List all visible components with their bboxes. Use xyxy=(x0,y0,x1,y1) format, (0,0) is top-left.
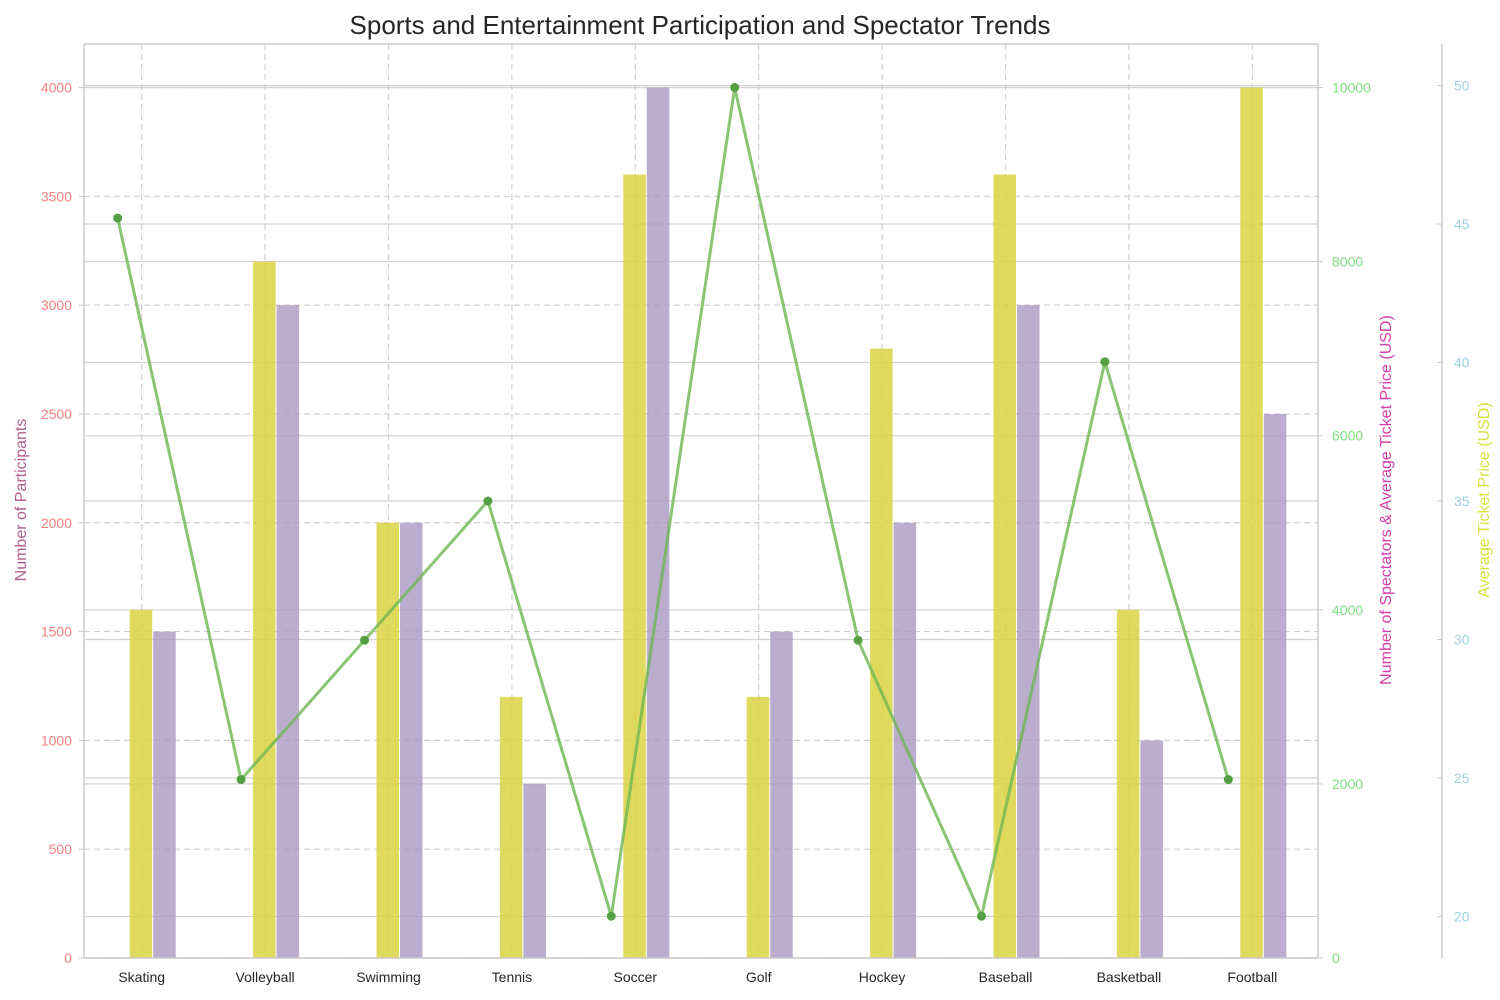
tick-label-right2: 30 xyxy=(1454,631,1470,647)
bar-series-2 xyxy=(523,783,546,958)
tick-label-right2: 50 xyxy=(1454,78,1470,94)
category-label: Skating xyxy=(118,969,165,985)
bar-series-1 xyxy=(1240,87,1263,959)
line-point xyxy=(360,635,369,645)
chart-title: Sports and Entertainment Participation a… xyxy=(350,10,1051,40)
tick-label-left: 3000 xyxy=(41,297,72,313)
bar-series-1 xyxy=(499,696,523,958)
bar-series-1 xyxy=(746,696,770,958)
axes-layer: 0 500 1000 1500 2000 2500 3000 3500 4000 0 2000 400… xyxy=(41,43,1470,985)
category-label: Tennis xyxy=(492,969,532,985)
tick-label-left: 1500 xyxy=(41,624,72,640)
category-label: Football xyxy=(1227,969,1277,985)
category-label: Hockey xyxy=(859,969,906,985)
bar-series-1 xyxy=(870,348,893,959)
category-label: Soccer xyxy=(614,969,658,985)
bar-series-1 xyxy=(993,174,1016,959)
tick-label-right1: 8000 xyxy=(1332,254,1363,270)
bar-series-1 xyxy=(376,522,399,958)
bar-series-1 xyxy=(623,174,646,959)
line-point xyxy=(606,911,616,921)
tick-label-left: 0 xyxy=(64,950,72,966)
tick-label-right1: 6000 xyxy=(1332,428,1363,444)
line-point xyxy=(730,83,740,93)
category-label: Swimming xyxy=(356,969,421,985)
tick-label-right2: 45 xyxy=(1454,216,1470,232)
category-label: Basketball xyxy=(1097,969,1162,985)
bar-series-1 xyxy=(1116,609,1140,958)
bar-series-2 xyxy=(1140,740,1163,958)
bar-series-2 xyxy=(1263,413,1287,958)
y-axis-label-right-spectators: Number of Spectators & Average Ticket Pr… xyxy=(1378,315,1395,685)
bar-series-1 xyxy=(253,261,276,959)
tick-label-right1: 2000 xyxy=(1332,776,1363,792)
tick-label-left: 3500 xyxy=(41,188,72,204)
tick-label-right2: 20 xyxy=(1454,908,1470,924)
category-label: Volleyball xyxy=(236,969,295,985)
bar-series-2 xyxy=(276,305,300,959)
category-label: Baseball xyxy=(979,969,1033,985)
bar-series-2 xyxy=(153,631,176,958)
tick-label-left: 500 xyxy=(49,841,73,857)
bar-series-2 xyxy=(893,522,917,958)
tick-label-left: 4000 xyxy=(41,80,72,96)
tick-label-right1: 10000 xyxy=(1332,80,1371,96)
line-point xyxy=(977,911,986,921)
tick-label-right2: 35 xyxy=(1454,493,1470,509)
bar-series-2 xyxy=(770,631,793,958)
line-point xyxy=(113,213,123,223)
bars-layer xyxy=(129,87,1287,959)
tick-label-left: 1000 xyxy=(41,732,72,748)
line-point xyxy=(853,635,863,645)
tick-label-left: 2500 xyxy=(41,406,72,422)
line-point xyxy=(483,496,493,506)
tick-label-right1: 4000 xyxy=(1332,602,1363,618)
tick-label-right2: 25 xyxy=(1454,770,1470,786)
tick-label-right1: 0 xyxy=(1332,950,1340,966)
line-point xyxy=(1223,775,1233,785)
line-point xyxy=(236,775,246,785)
y-axis-label-right-ticket-price: Average Ticket Price (USD) xyxy=(1476,402,1493,597)
category-label: Golf xyxy=(746,969,772,985)
bar-series-2 xyxy=(1017,305,1040,959)
line-series xyxy=(116,86,1230,918)
line-point xyxy=(1100,357,1110,367)
tick-label-right2: 40 xyxy=(1454,355,1470,371)
tick-label-left: 2000 xyxy=(41,515,72,531)
bar-series-2 xyxy=(646,87,670,959)
line-layer xyxy=(113,83,1233,921)
bar-series-2 xyxy=(400,522,423,958)
y-axis-label-left: Number of Participants xyxy=(13,419,30,582)
bar-series-1 xyxy=(129,609,153,958)
